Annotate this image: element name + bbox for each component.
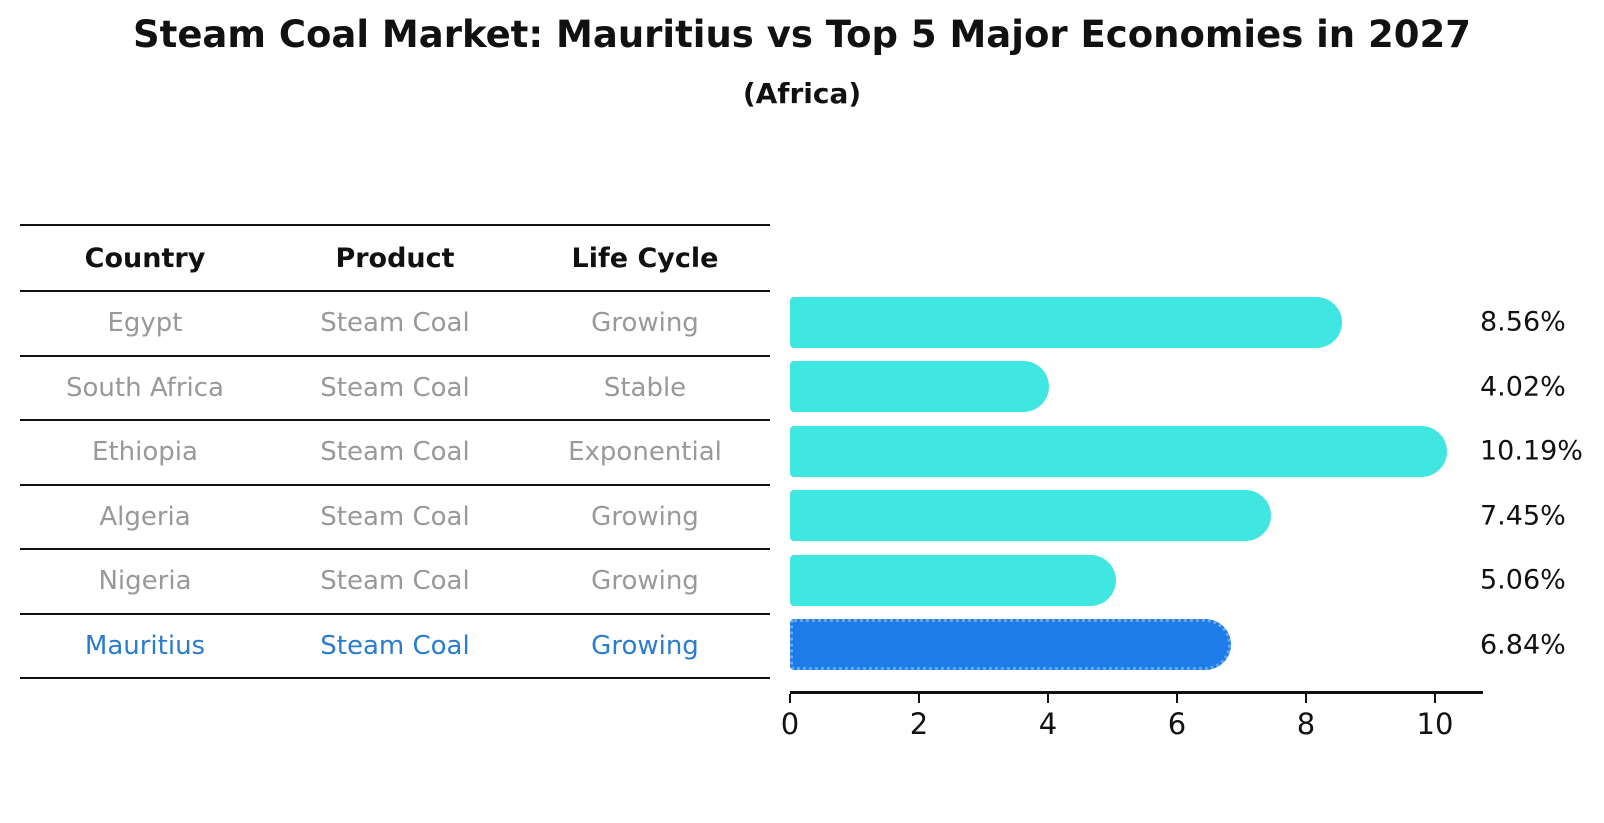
table-row-algeria: Algeria Steam Coal Growing bbox=[20, 486, 770, 550]
life-cycle-cell: Growing bbox=[591, 308, 699, 339]
life-cycle-cell: Growing bbox=[591, 501, 699, 532]
table-row-ethiopia: Ethiopia Steam Coal Exponential bbox=[20, 421, 770, 486]
bar-algeria bbox=[790, 490, 1271, 542]
table-header-row: Country Product Life Cycle bbox=[20, 224, 770, 292]
country-cell: Ethiopia bbox=[92, 437, 198, 468]
x-axis-tick-8 bbox=[1305, 694, 1307, 703]
x-axis-tick-0 bbox=[789, 694, 791, 703]
country-cell: Algeria bbox=[99, 501, 191, 532]
country-cell: Egypt bbox=[107, 308, 183, 339]
value-label-mauritius: 6.84% bbox=[1480, 629, 1566, 661]
x-axis-tick-label-8: 8 bbox=[1296, 707, 1316, 741]
chart-subtitle: (Africa) bbox=[742, 77, 862, 110]
column-header-product: Product bbox=[335, 242, 455, 274]
x-axis-line bbox=[790, 691, 1484, 694]
life-cycle-cell: Growing bbox=[591, 630, 699, 661]
value-label-ethiopia: 10.19% bbox=[1480, 435, 1583, 467]
column-header-life-cycle: Life Cycle bbox=[571, 242, 719, 274]
product-cell: Steam Coal bbox=[320, 630, 470, 661]
value-label-south-africa: 4.02% bbox=[1480, 371, 1566, 403]
bar-mauritius bbox=[790, 619, 1232, 671]
x-axis-tick-label-10: 10 bbox=[1416, 707, 1454, 741]
country-table: Country Product Life Cycle Egypt Steam Co… bbox=[20, 224, 770, 679]
bar-ethiopia bbox=[790, 425, 1448, 477]
bar-south-africa bbox=[790, 361, 1050, 413]
x-axis-tick-label-0: 0 bbox=[780, 707, 800, 741]
table-row-south-africa: South Africa Steam Coal Stable bbox=[20, 357, 770, 421]
column-header-country: Country bbox=[84, 242, 206, 274]
product-cell: Steam Coal bbox=[320, 501, 470, 532]
table-body: Egypt Steam Coal Growing South Africa Steam … bbox=[20, 292, 770, 679]
x-axis-tick-label-6: 6 bbox=[1167, 707, 1187, 741]
table-row-egypt: Egypt Steam Coal Growing bbox=[20, 292, 770, 357]
table-row-mauritius: Mauritius Steam Coal Growing bbox=[20, 615, 770, 679]
product-cell: Steam Coal bbox=[320, 308, 470, 339]
product-cell: Steam Coal bbox=[320, 566, 470, 597]
x-axis-tick-label-4: 4 bbox=[1038, 707, 1058, 741]
product-cell: Steam Coal bbox=[320, 372, 470, 403]
life-cycle-cell: Growing bbox=[591, 566, 699, 597]
life-cycle-cell: Exponential bbox=[568, 437, 722, 468]
product-cell: Steam Coal bbox=[320, 437, 470, 468]
value-label-algeria: 7.45% bbox=[1480, 500, 1566, 532]
table-row-nigeria: Nigeria Steam Coal Growing bbox=[20, 550, 770, 615]
country-cell: South Africa bbox=[66, 372, 224, 403]
x-axis-tick-label-2: 2 bbox=[909, 707, 929, 741]
x-axis-tick-10 bbox=[1434, 694, 1436, 703]
value-label-egypt: 8.56% bbox=[1480, 306, 1566, 338]
country-cell: Nigeria bbox=[98, 566, 192, 597]
bar-egypt bbox=[790, 296, 1343, 348]
bar-nigeria bbox=[790, 554, 1117, 606]
value-label-nigeria: 5.06% bbox=[1480, 564, 1566, 596]
life-cycle-cell: Stable bbox=[603, 372, 687, 403]
x-axis-tick-2 bbox=[918, 694, 920, 703]
x-axis-tick-4 bbox=[1047, 694, 1049, 703]
x-axis-tick-6 bbox=[1176, 694, 1178, 703]
country-cell: Mauritius bbox=[84, 630, 206, 661]
chart-title: Steam Coal Market: Mauritius vs Top 5 Ma… bbox=[133, 13, 1471, 56]
